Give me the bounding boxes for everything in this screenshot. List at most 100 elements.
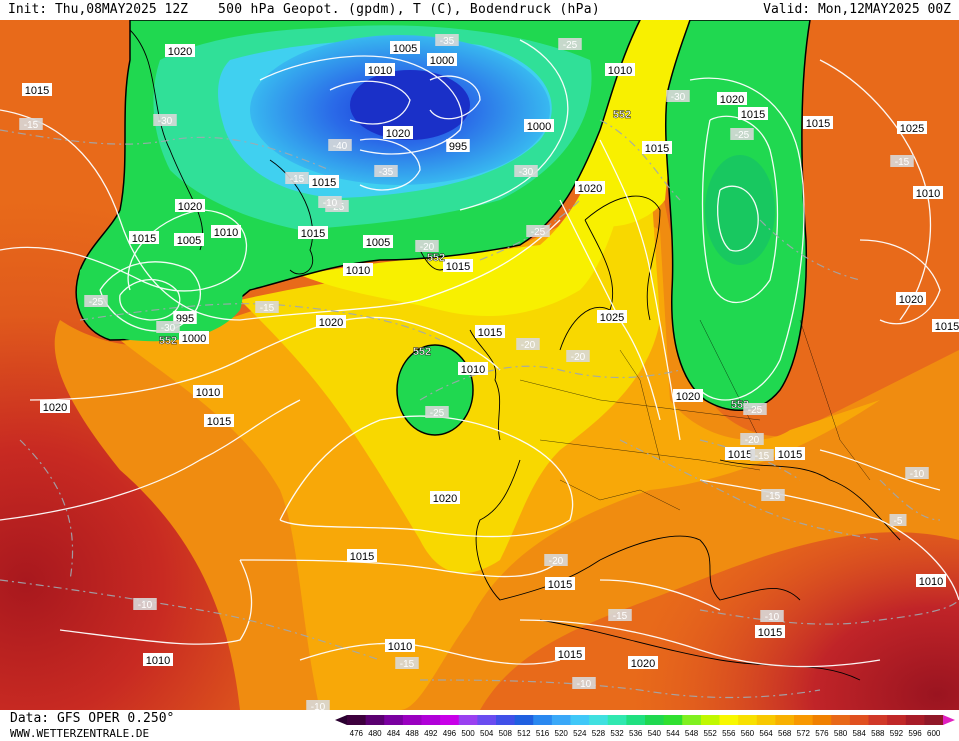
isobar-label: 1015 [725,447,755,461]
isobar-value: 1020 [319,317,343,329]
colorbar-label: 512 [517,729,531,738]
temperature-label: -25 [558,38,582,51]
colorbar-label: 600 [927,729,941,738]
colorbar-label: 532 [610,729,624,738]
temperature-label: -20 [415,240,439,253]
colorbar-label: 480 [368,729,382,738]
isobar-value: 1015 [758,627,782,639]
isobar-value: 1015 [478,327,502,339]
temperature-value: -25 [89,297,104,308]
isobar-value: 1015 [558,649,582,661]
colorbar-label: 484 [387,729,401,738]
temperature-label: -20 [516,338,540,351]
isobar-value: 1020 [631,658,655,670]
isobar-label: 1000 [524,119,554,133]
isobar-label: 1005 [174,233,204,247]
colorbar-label: 580 [834,729,848,738]
isobar-label: 1015 [129,231,159,245]
isobar-value: 1015 [25,85,49,97]
colorbar-swatch [551,715,571,725]
colorbar-label: 508 [499,729,513,738]
isobar-value: 1010 [346,265,370,277]
green-core-east [705,155,775,265]
isobar-label: 1015 [932,319,959,333]
colorbar-label: 584 [853,729,867,738]
temperature-value: -25 [748,405,763,416]
isobar-value: 1020 [899,294,923,306]
isobar-label: 1010 [143,653,173,667]
isobar-value: 995 [176,313,194,325]
colorbar-swatch [719,715,739,725]
colorbar-label: 556 [722,729,736,738]
temperature-value: -10 [138,600,153,611]
temperature-label: -20 [740,433,764,446]
colorbar-swatch [421,715,441,725]
colorbar-swatch [477,715,497,725]
isobar-value: 1005 [366,237,390,249]
colorbar-swatch [514,715,534,725]
temperature-label: -10 [318,196,342,209]
isobar-label: 1015 [755,625,785,639]
isobar-label: 1010 [605,63,635,77]
colorbar-label: 528 [592,729,606,738]
isobar-value: 1015 [935,321,959,333]
isobar-value: 1015 [350,551,374,563]
temperature-label: -35 [435,34,459,47]
isobar-value: 1005 [393,43,417,55]
colorbar-swatch [868,715,888,725]
isotherms [0,119,959,699]
isobar-label: 995 [446,139,470,153]
colorbar-label: 544 [666,729,680,738]
isobar-value: 1015 [301,228,325,240]
colorbar-label: 560 [741,729,755,738]
colorbar-label: 492 [424,729,438,738]
temperature-value: -25 [430,408,445,419]
colorbar-swatch [738,715,758,725]
isobar-value: 1005 [177,235,201,247]
colorbar-swatch [756,715,776,725]
temperature-labels: -35 -25 -30 -30 -40 -35 -30 -25 -25 -20 -25 -30 -15 -… [19,34,929,710]
temperature-label: -15 [255,301,279,314]
isobar-value: 1000 [527,121,551,133]
map-header: Init: Thu,08MAY2025 12Z 500 hPa Geopot. … [0,0,959,20]
isobar-value: 1020 [578,183,602,195]
temperature-value: -20 [420,242,435,253]
colorbar-swatch [831,715,851,725]
isobar-label: 1015 [803,116,833,130]
isobar-label: 1025 [897,121,927,135]
isobar-value: 1020 [43,402,67,414]
isobar-label: 1015 [443,259,473,273]
isobar-label: 1020 [383,126,413,140]
colorbar-label: 592 [890,729,904,738]
temperature-value: -10 [323,198,338,209]
isobar-value: 1015 [741,109,765,121]
isobar-label: 1010 [365,63,395,77]
temperature-value: -30 [161,323,176,334]
isobar-value: 1015 [207,416,231,428]
init-time: Init: Thu,08MAY2025 12Z [8,2,189,17]
temperature-label: -20 [544,554,568,567]
isobar-value: 1020 [168,46,192,58]
isobar-label: 1005 [390,41,420,55]
isobar-label: 1015 [22,83,52,97]
colorbar-swatch [682,715,702,725]
isobar-label: 1000 [427,53,457,67]
geopotential-value: 552 [427,252,445,264]
temperature-label: -15 [750,449,774,462]
isobar-value: 1015 [728,449,752,461]
temperature-value: -25 [735,130,750,141]
temperature-value: -15 [755,451,770,462]
isobar-label: 1020 [316,315,346,329]
coastlines [129,29,901,681]
colorbar-label: 500 [461,729,475,738]
isobar-value: 1015 [132,233,156,245]
temperature-label: -20 [566,350,590,363]
isobar-label: 1020 [430,491,460,505]
colorbar-swatch [347,715,367,725]
colorbar-min-arrow [335,715,347,725]
isobar-value: 1010 [608,65,632,77]
temperature-value: -10 [311,702,326,710]
colorbar-label: 524 [573,729,587,738]
